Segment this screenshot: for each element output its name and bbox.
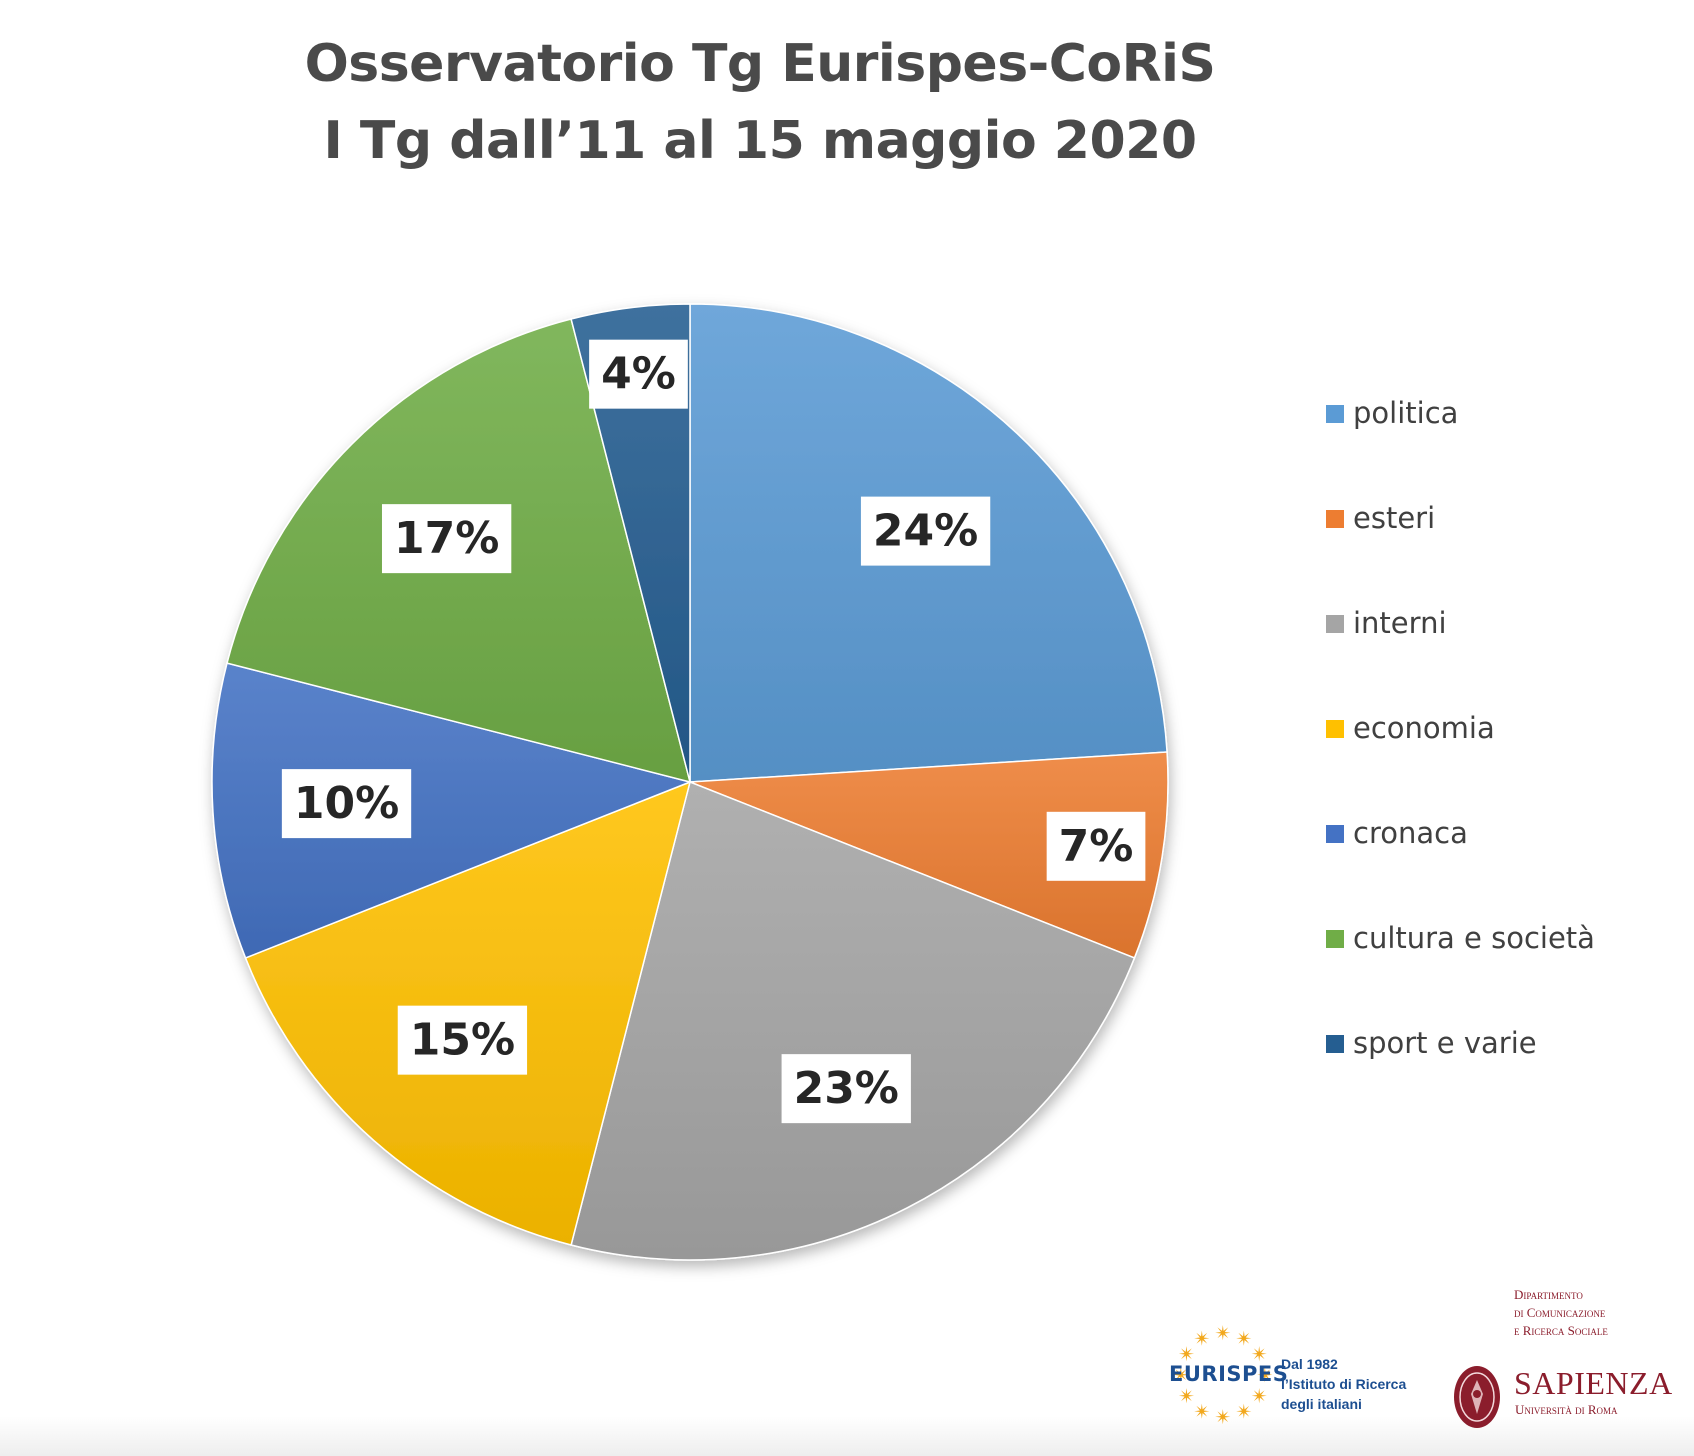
star-icon: ✴ bbox=[1236, 1399, 1253, 1423]
star-icon: ✴ bbox=[1215, 1321, 1232, 1345]
legend-label: economia bbox=[1353, 710, 1495, 745]
data-label-economia: 15% bbox=[397, 1005, 528, 1075]
legend-swatch bbox=[1326, 1034, 1344, 1053]
data-label-text: 15% bbox=[410, 1015, 515, 1066]
data-label-box bbox=[381, 504, 512, 574]
legend-item-interni: interni bbox=[1326, 570, 1595, 675]
sapienza-seal-icon bbox=[1454, 1366, 1500, 1428]
chart-title: Osservatorio Tg Eurispes-CoRiS I Tg dall… bbox=[0, 26, 1520, 180]
data-label-interni: 23% bbox=[781, 1054, 911, 1124]
chart-title-line-1: Osservatorio Tg Eurispes-CoRiS bbox=[304, 34, 1216, 94]
eurispes-tagline-line: l’Istituto di Ricerca bbox=[1281, 1376, 1407, 1392]
eurispes-tagline: Dal 1982 l’Istituto di Ricerca degli ita… bbox=[1281, 1354, 1407, 1414]
department-name: Dipartimento di Comunicazione e Ricerca … bbox=[1514, 1286, 1684, 1340]
legend-item-politica: politica bbox=[1326, 360, 1595, 465]
sapienza-wordmark: SAPIENZA bbox=[1514, 1365, 1673, 1401]
department-line: e Ricerca Sociale bbox=[1514, 1323, 1608, 1338]
pie-slice-esteri bbox=[689, 751, 1169, 959]
legend-swatch bbox=[1326, 404, 1344, 423]
star-icon: ✴ bbox=[1194, 1399, 1211, 1423]
data-label-box bbox=[589, 339, 688, 409]
data-label-box bbox=[281, 769, 412, 839]
eurispes-tagline-line: degli italiani bbox=[1281, 1396, 1362, 1412]
eurispes-star-ring-icon: ✴ ✴✴✴✴✴✴✴✴✴✴✴ bbox=[1173, 1321, 1274, 1429]
data-label-cronaca: 10% bbox=[281, 769, 412, 839]
star-icon: ✴ bbox=[1251, 1384, 1268, 1408]
legend-label: esteri bbox=[1353, 500, 1436, 535]
pie-slice-sport-e-varie bbox=[570, 303, 691, 783]
legend-label: interni bbox=[1353, 605, 1447, 640]
chart-title-line-2: I Tg dall’11 al 15 maggio 2020 bbox=[323, 111, 1197, 171]
data-label-text: 17% bbox=[394, 513, 499, 564]
legend-item-sport-e-varie: sport e varie bbox=[1326, 990, 1595, 1095]
star-icon: ✴ bbox=[1251, 1342, 1268, 1366]
legend-swatch bbox=[1326, 614, 1344, 633]
eurispes-logo: ✴ ✴ ✴ ✴ ✴ ✴ ✴ ✴ ✴ ✴ ✴ ✴ EURISPES Dal 1982 l’Istitut… bbox=[1163, 1320, 1406, 1430]
legend-swatch bbox=[1326, 929, 1344, 948]
pie-slice-cronaca bbox=[211, 662, 693, 959]
legend-label: cultura e società bbox=[1353, 920, 1595, 955]
department-line: di Comunicazione bbox=[1514, 1305, 1606, 1320]
data-label-politica: 24% bbox=[860, 496, 991, 566]
page-bottom-shade bbox=[0, 1416, 1694, 1456]
star-icon: ✴ bbox=[1178, 1342, 1195, 1366]
department-line: Dipartimento bbox=[1514, 1287, 1583, 1302]
legend-item-economia: economia bbox=[1326, 675, 1595, 780]
legend-item-cultura-e-società: cultura e società bbox=[1326, 885, 1595, 990]
legend-swatch bbox=[1326, 824, 1344, 843]
data-label-sport-e-varie: 4% bbox=[589, 339, 688, 409]
data-label-cultura-e-società: 17% bbox=[381, 504, 512, 574]
legend: politica esteri interni economia cronaca cult… bbox=[1326, 360, 1595, 1095]
legend-label: politica bbox=[1353, 395, 1459, 430]
legend-swatch bbox=[1326, 719, 1344, 738]
legend-label: sport e varie bbox=[1353, 1025, 1537, 1060]
star-icon: ✴ bbox=[1173, 1363, 1190, 1387]
data-label-box bbox=[1046, 811, 1146, 881]
pie-slice-interni bbox=[570, 780, 1136, 1261]
legend-item-cronaca: cronaca bbox=[1326, 780, 1595, 885]
star-icon: ✴ bbox=[1257, 1363, 1274, 1387]
data-label-box bbox=[781, 1054, 911, 1124]
data-label-text: 24% bbox=[873, 506, 978, 557]
data-label-box bbox=[860, 496, 991, 566]
star-icon: ✴ bbox=[1236, 1327, 1253, 1351]
legend-item-esteri: esteri bbox=[1326, 465, 1595, 570]
data-label-esteri: 7% bbox=[1046, 811, 1146, 881]
data-label-text: 10% bbox=[294, 778, 399, 829]
star-icon: ✴ bbox=[1178, 1384, 1195, 1408]
pie-data-labels: 24% 7% 23% 15% 10% 17% 4% bbox=[281, 339, 1146, 1124]
eurispes-tagline-line: Dal 1982 bbox=[1281, 1356, 1338, 1372]
data-label-text: 7% bbox=[1059, 821, 1134, 872]
legend-label: cronaca bbox=[1353, 815, 1468, 850]
star-icon: ✴ bbox=[1215, 1405, 1232, 1429]
sapienza-subtitle: Università di Roma bbox=[1515, 1402, 1618, 1417]
data-label-text: 4% bbox=[601, 349, 676, 400]
legend-swatch bbox=[1326, 509, 1344, 528]
star-icon: ✴ bbox=[1194, 1327, 1211, 1351]
data-label-text: 23% bbox=[794, 1063, 899, 1114]
eurispes-wordmark: EURISPES bbox=[1169, 1362, 1289, 1386]
data-label-box bbox=[397, 1005, 528, 1075]
